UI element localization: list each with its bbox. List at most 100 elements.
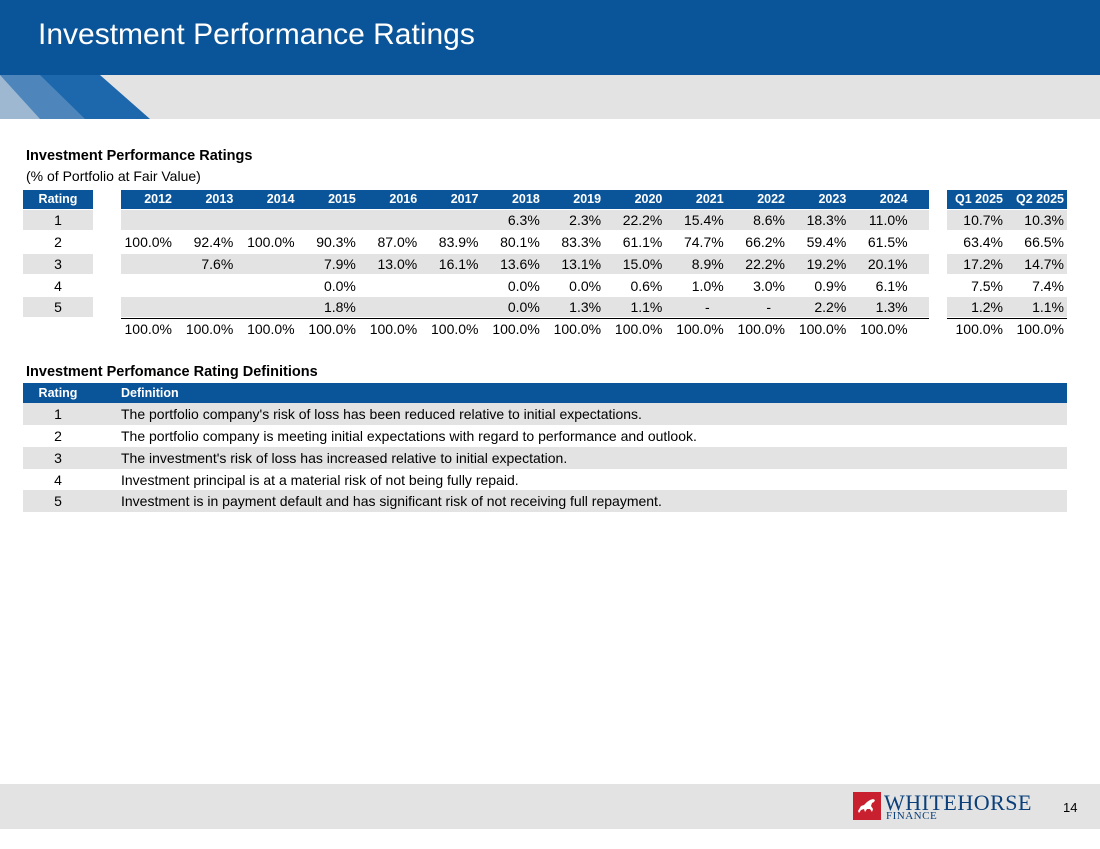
table-cell: 83.3% [561, 234, 602, 250]
table-cell: 10.7% [963, 212, 1003, 228]
column-header: 2013 [205, 192, 234, 206]
table-cell [419, 276, 479, 296]
rating-header-cell [23, 190, 93, 209]
row-band-years [121, 297, 929, 317]
column-header: 2019 [573, 192, 602, 206]
total-cell: 100.0% [247, 321, 295, 337]
table-cell: 0.0% [507, 278, 540, 294]
column-header: 2015 [328, 192, 356, 206]
table-cell: 20.1% [867, 256, 908, 272]
table-cell: 61.1% [622, 234, 663, 250]
table-cell: 63.4% [963, 234, 1003, 250]
definition-rating: 5 [54, 493, 62, 509]
table-cell: 13.0% [377, 256, 418, 272]
table-cell: 0.0% [569, 278, 602, 294]
table-cell [419, 297, 479, 317]
total-cell: 100.0% [614, 321, 663, 337]
definition-text: The portfolio company's risk of loss has… [121, 406, 642, 422]
table-cell [235, 210, 295, 230]
table-cell: - [705, 299, 710, 315]
table-cell: 66.5% [1024, 234, 1064, 250]
table-cell: 17.2% [963, 256, 1003, 272]
ratings-table: Rating 2012 2013 2014 2015 2016 2017 2018 2019 20… [23, 190, 1067, 340]
table-cell: 8.6% [753, 212, 785, 228]
column-header: 2020 [634, 192, 663, 206]
table-cell: 6.1% [875, 278, 908, 294]
total-cell: 100.0% [185, 321, 234, 337]
total-cell: 100.0% [1016, 321, 1064, 337]
horse-logo-icon [858, 799, 875, 813]
total-cell: 100.0% [860, 321, 908, 337]
footer-band [0, 784, 1100, 829]
table-cell: 1.3% [875, 299, 908, 315]
rating-value: 4 [54, 278, 62, 294]
total-cell: 100.0% [798, 321, 847, 337]
table-cell: 7.4% [1032, 278, 1064, 294]
definitions-rating-header: Rating [38, 386, 78, 400]
column-header: 2018 [511, 192, 540, 206]
column-header: 2017 [450, 192, 479, 206]
definition-text: Investment is in payment default and has… [121, 493, 662, 509]
table-cell: 15.4% [683, 212, 724, 228]
logo-subtitle: FINANCE [886, 810, 938, 822]
table-cell: 22.2% [745, 256, 785, 272]
header-decoration [0, 75, 150, 119]
definition-rating: 1 [54, 406, 62, 422]
definition-text: The investment's risk of loss has increa… [121, 450, 568, 466]
total-cell: 100.0% [737, 321, 785, 337]
definition-row: 2 The portfolio company is meeting initi… [23, 425, 1067, 447]
table-cell: 66.2% [745, 234, 785, 250]
row-band-quarters [947, 297, 1067, 317]
total-cell: 100.0% [369, 321, 418, 337]
definition-row: 1 The portfolio company's risk of loss h… [23, 403, 1067, 425]
definition-text: Investment principal is at a material ri… [121, 472, 519, 488]
years-header-band [121, 190, 929, 209]
definitions-header-row: Rating Definition [23, 383, 1067, 403]
table-cell: 18.3% [806, 212, 847, 228]
table-cell: 15.0% [622, 256, 663, 272]
table-cell: 87.0% [377, 234, 418, 250]
table-cell: 0.6% [630, 278, 663, 294]
table-cell [235, 297, 295, 317]
table-cell: 80.1% [500, 234, 540, 250]
table-cell: 16.1% [438, 256, 479, 272]
table-cell: 7.5% [971, 278, 1003, 294]
definition-text: The portfolio company is meeting initial… [121, 428, 697, 444]
table-cell: 22.2% [622, 212, 663, 228]
column-header: Q1 2025 [955, 192, 1003, 206]
table-cell: 2.3% [569, 212, 602, 228]
row-band-years [121, 254, 929, 274]
table-cell: 59.4% [806, 234, 847, 250]
row-band-rating [23, 254, 93, 274]
table-cell: 1.1% [630, 299, 663, 315]
header-band [0, 0, 1100, 75]
table-cell: 1.1% [1032, 299, 1064, 315]
rating-value: 5 [54, 299, 62, 315]
row-band-years [121, 210, 929, 230]
total-cell: 100.0% [308, 321, 356, 337]
page-number: 14 [1063, 800, 1078, 815]
definition-rating: 2 [54, 428, 62, 444]
column-header: 2024 [879, 192, 908, 206]
definition-row: 5 Investment is in payment default and h… [23, 490, 1067, 512]
table-cell: 19.2% [806, 256, 847, 272]
definition-row: 4 Investment principal is at a material … [23, 469, 1067, 491]
total-cell: 100.0% [431, 321, 479, 337]
definition-rating: 3 [54, 450, 62, 466]
definition-row: 3 The investment's risk of loss has incr… [23, 447, 1067, 469]
total-cell: 100.0% [955, 321, 1003, 337]
table-cell: 7.9% [323, 256, 356, 272]
table-cell: 100.0% [247, 234, 295, 250]
table-cell [235, 254, 295, 274]
table-cell [112, 210, 172, 230]
table-cell: 90.3% [316, 234, 356, 250]
table-cell: 1.8% [323, 299, 356, 315]
table-cell: 1.0% [691, 278, 724, 294]
column-header: 2021 [695, 192, 724, 206]
page-title: Investment Performance Ratings [38, 18, 475, 51]
total-cell: 100.0% [553, 321, 602, 337]
row-band-rating [23, 210, 93, 230]
table-cell: 74.7% [683, 234, 724, 250]
totals-rule-years [121, 318, 929, 319]
column-header: 2023 [818, 192, 847, 206]
